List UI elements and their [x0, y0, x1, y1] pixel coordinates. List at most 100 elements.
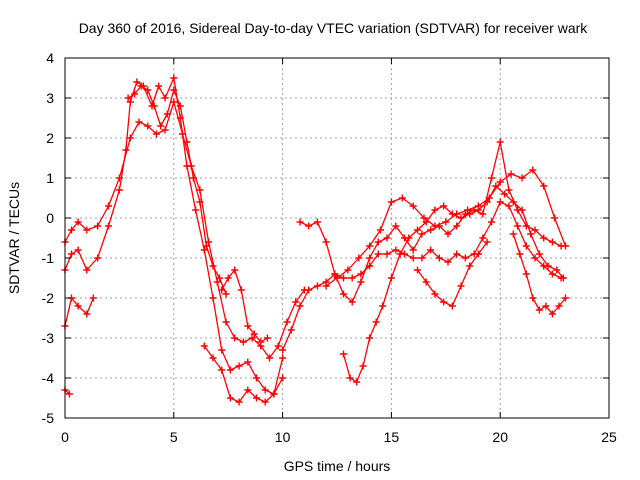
data-point — [218, 286, 226, 294]
data-point — [340, 274, 347, 282]
data-point — [431, 206, 439, 214]
data-point — [440, 202, 448, 210]
data-point — [200, 246, 208, 254]
data-point — [479, 210, 487, 218]
data-point — [283, 318, 291, 326]
data-point — [372, 318, 380, 326]
data-point — [551, 214, 559, 222]
data-point — [115, 186, 123, 194]
data-point — [442, 218, 450, 226]
data-point — [322, 282, 330, 290]
data-point — [435, 254, 443, 262]
data-point — [514, 222, 522, 230]
data-point — [74, 302, 82, 310]
data-point — [263, 334, 271, 342]
data-point — [305, 222, 313, 230]
data-point — [279, 374, 287, 382]
data-point — [562, 242, 569, 250]
data-point — [292, 298, 300, 306]
data-point — [383, 250, 391, 258]
data-point — [189, 174, 197, 182]
series-track-c — [61, 294, 97, 330]
data-point — [379, 302, 387, 310]
data-point — [209, 262, 217, 270]
data-point — [313, 218, 321, 226]
data-point — [555, 302, 563, 310]
data-point — [527, 230, 535, 238]
axis-layer: 0 5 10 15 20 25 -5 -4 -3 -2 -1 0 1 2 3 4 — [42, 50, 617, 445]
data-point — [453, 210, 461, 218]
data-point — [348, 274, 356, 282]
grid-layer — [65, 58, 609, 418]
data-point — [296, 218, 304, 226]
data-point — [224, 274, 232, 282]
data-point — [414, 266, 421, 274]
data-point — [248, 334, 256, 342]
data-point — [509, 198, 517, 206]
data-point — [535, 250, 543, 258]
data-point — [559, 274, 567, 282]
data-point — [94, 254, 102, 262]
data-point — [374, 238, 382, 246]
y-tick-label: 3 — [46, 90, 54, 106]
series-track-e — [124, 82, 230, 298]
data-point — [250, 330, 258, 338]
data-point — [83, 310, 91, 318]
data-point — [540, 234, 548, 242]
data-point — [150, 102, 158, 110]
data-point — [170, 86, 178, 94]
data-point — [507, 170, 515, 178]
data-point — [461, 254, 469, 262]
data-point — [68, 226, 75, 234]
data-point — [496, 198, 504, 206]
data-point — [333, 274, 341, 282]
data-point — [396, 250, 404, 258]
data-point — [218, 346, 226, 354]
data-point — [444, 258, 452, 266]
data-point — [216, 274, 223, 282]
data-point — [200, 342, 208, 350]
data-point — [74, 246, 82, 254]
data-point — [457, 282, 465, 290]
data-point — [505, 202, 513, 210]
data-point — [535, 306, 543, 314]
chart-title: Day 360 of 2016, Sidereal Day-to-day VTE… — [79, 20, 589, 36]
data-point — [474, 202, 482, 210]
data-point — [144, 122, 152, 130]
data-point — [322, 238, 330, 246]
data-point — [353, 378, 361, 386]
data-point — [427, 226, 435, 234]
data-point — [409, 246, 417, 254]
data-point — [522, 270, 530, 278]
series-trace — [203, 345, 284, 403]
x-tick-label: 10 — [275, 429, 291, 445]
data-point — [157, 122, 165, 130]
data-point — [516, 250, 524, 258]
data-point — [540, 182, 548, 190]
data-point — [346, 374, 354, 382]
data-point — [548, 310, 556, 318]
data-point — [131, 90, 139, 98]
data-point — [457, 214, 465, 222]
y-axis-label: SDTVAR / TECUs — [6, 182, 22, 294]
series-track-j — [340, 182, 567, 386]
data-point — [313, 282, 321, 290]
data-point — [83, 226, 91, 234]
data-point — [144, 86, 152, 94]
data-point — [505, 186, 513, 194]
data-point — [355, 254, 363, 262]
data-point — [466, 210, 474, 218]
y-tick-label: 2 — [46, 130, 54, 146]
data-point — [466, 262, 474, 270]
data-point — [387, 274, 395, 282]
data-point — [122, 146, 130, 154]
data-point — [274, 342, 282, 350]
data-point — [124, 94, 132, 102]
data-point — [531, 254, 539, 262]
data-point — [479, 234, 487, 242]
series-trace — [64, 77, 284, 395]
x-tick-label: 15 — [384, 429, 400, 445]
data-point — [331, 270, 339, 278]
data-point — [418, 254, 426, 262]
